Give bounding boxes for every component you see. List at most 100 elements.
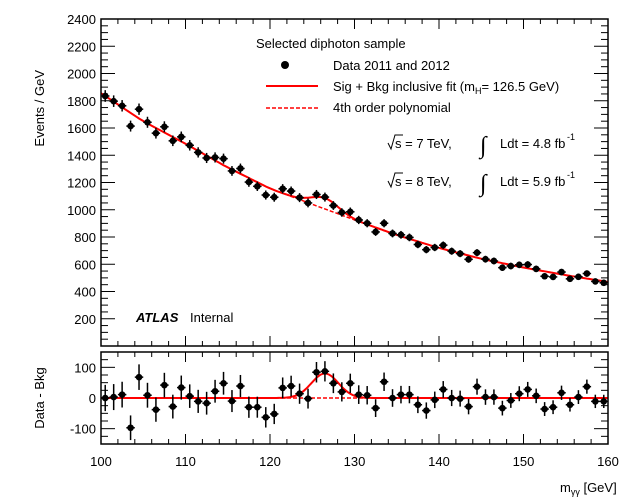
residual-point — [270, 403, 279, 425]
residual-point — [582, 379, 592, 394]
data-point — [548, 273, 558, 281]
residual-point — [337, 382, 347, 402]
residual-point — [515, 386, 524, 402]
residual-point — [134, 364, 144, 390]
residual-point — [523, 381, 532, 397]
data-point — [472, 249, 482, 257]
data-point — [151, 127, 161, 139]
data-point — [430, 243, 439, 252]
y-tick-label: 600 — [74, 257, 96, 272]
residual-point — [379, 372, 389, 391]
data-point — [168, 135, 178, 147]
data-point — [278, 184, 287, 194]
y-tick-label: 400 — [74, 285, 96, 300]
data-point — [599, 279, 608, 287]
residual-point — [489, 389, 499, 405]
residual-point — [455, 390, 465, 407]
svg-text:s = 7 TeV,: s = 7 TeV, — [395, 136, 452, 151]
y-tick-label: 1200 — [67, 176, 96, 191]
data-point — [101, 90, 110, 102]
residual-point — [599, 394, 608, 408]
y-tick-label: 1400 — [67, 148, 96, 163]
data-point — [210, 152, 220, 163]
y-tick-label: 1600 — [67, 121, 96, 136]
data-point — [405, 233, 414, 242]
residual-point — [193, 389, 203, 413]
residual-point — [371, 399, 380, 417]
residual-point — [160, 372, 169, 398]
internal-label: Internal — [190, 310, 233, 325]
data-point — [464, 255, 473, 263]
data-point — [177, 131, 186, 143]
x-axis-label: mγγ [GeV] — [560, 480, 617, 497]
data-point — [574, 273, 583, 281]
residual-point — [439, 381, 448, 398]
x-tick-label: 130 — [344, 454, 366, 469]
data-point — [303, 198, 313, 208]
x-tick-label: 100 — [90, 454, 112, 469]
residual-point — [498, 400, 507, 416]
y-tick-label: 1800 — [67, 94, 96, 109]
residual-point — [117, 381, 127, 408]
residual-point — [447, 389, 456, 407]
residual-point — [354, 385, 363, 404]
residual-point — [430, 391, 439, 409]
legend-title: Selected diphoton sample — [256, 36, 406, 51]
sig-bkg-fit-curve — [100, 92, 609, 283]
data-point — [439, 241, 448, 249]
residual-point — [151, 397, 161, 422]
data-point — [270, 192, 279, 202]
data-point — [422, 246, 431, 254]
y-tick-label: 2200 — [67, 39, 96, 54]
data-point — [396, 230, 406, 239]
residual-point — [320, 361, 330, 382]
data-point — [219, 153, 228, 164]
main-frame — [100, 18, 609, 347]
residual-point — [126, 415, 135, 441]
y-tick-label: 2400 — [67, 12, 96, 27]
residual-point — [396, 385, 406, 404]
residual-point — [101, 384, 110, 412]
y-tick-label: 2000 — [67, 67, 96, 82]
svg-text:∫: ∫ — [478, 133, 488, 160]
residual-point — [574, 390, 583, 404]
x-tick-label: 150 — [513, 454, 535, 469]
residual-point — [346, 373, 355, 393]
residual-point — [548, 400, 558, 415]
data-point — [413, 240, 423, 249]
residual-point — [312, 362, 321, 383]
residual-point — [303, 388, 313, 409]
data-point — [337, 208, 347, 217]
svg-text:Ldt = 4.8 fb: Ldt = 4.8 fb — [500, 136, 565, 151]
residual-point — [278, 377, 287, 399]
data-point — [134, 103, 144, 115]
data-point — [354, 215, 363, 225]
residual-point — [388, 389, 397, 407]
residual-point — [557, 385, 566, 400]
data-point — [253, 181, 262, 191]
data-point — [489, 257, 499, 265]
residual-point — [253, 396, 262, 418]
data-point — [498, 264, 507, 271]
data-point — [565, 275, 575, 283]
data-point — [295, 193, 304, 203]
residual-point — [464, 398, 473, 415]
data-point — [540, 272, 549, 280]
residual-point — [202, 391, 211, 415]
data-point — [261, 190, 270, 200]
residual-point — [185, 384, 194, 408]
data-point — [447, 247, 456, 255]
data-point — [557, 268, 566, 276]
legend-entry-bkg: 4th order polynomial — [333, 100, 451, 115]
data-point — [388, 229, 397, 238]
residual-point — [210, 379, 220, 403]
x-tick-label: 160 — [597, 454, 619, 469]
data-point — [346, 207, 355, 217]
data-point — [582, 270, 592, 277]
data-point — [126, 120, 135, 132]
residual-point — [405, 385, 414, 404]
svg-text:Ldt = 5.9 fb: Ldt = 5.9 fb — [500, 174, 565, 189]
x-tick-label: 140 — [428, 454, 450, 469]
residual-point — [540, 402, 549, 416]
